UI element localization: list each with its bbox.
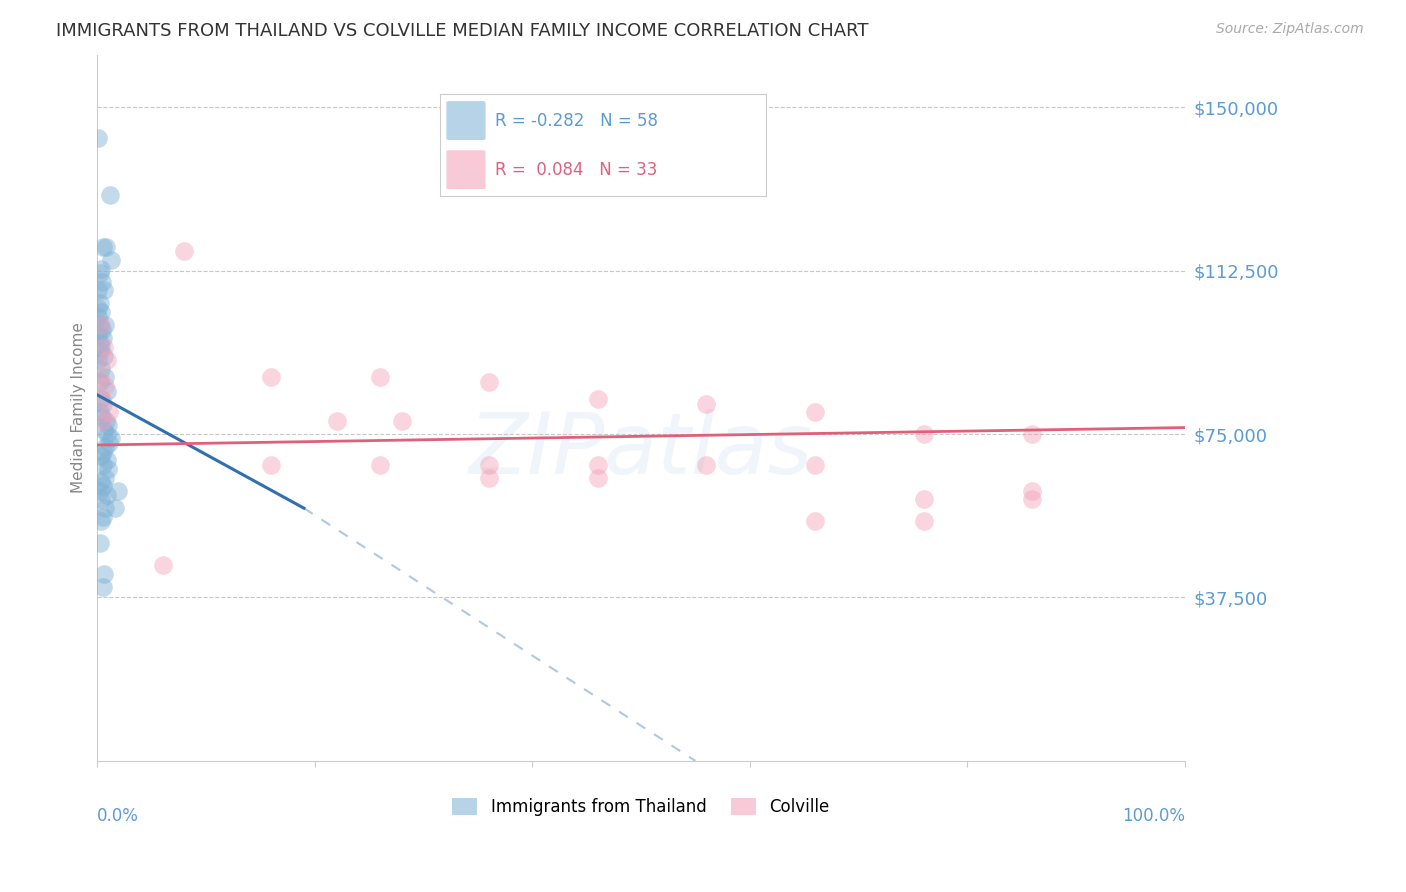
Point <box>91 331 114 345</box>
Point <box>89 344 111 359</box>
Point <box>87 131 110 145</box>
Point <box>89 483 111 498</box>
Point <box>98 405 121 419</box>
Point <box>89 536 111 550</box>
Point <box>93 423 115 437</box>
Point <box>94 240 117 254</box>
Point <box>94 414 117 428</box>
Point <box>478 375 501 389</box>
Point <box>325 414 347 428</box>
Point <box>87 310 110 324</box>
Point <box>695 458 717 472</box>
Point <box>90 261 112 276</box>
Point <box>107 483 129 498</box>
Point <box>804 458 827 472</box>
Point <box>94 440 117 454</box>
Point <box>91 397 114 411</box>
Point <box>93 349 115 363</box>
Point <box>91 444 114 458</box>
Point <box>93 340 115 354</box>
Point <box>94 471 117 485</box>
Point <box>93 566 115 581</box>
Point <box>586 392 609 407</box>
Point <box>152 558 174 572</box>
Point <box>96 427 118 442</box>
Point <box>90 475 112 489</box>
Point <box>90 318 112 333</box>
Point <box>87 326 110 341</box>
Point <box>90 305 112 319</box>
Point <box>804 514 827 528</box>
Legend: Immigrants from Thailand, Colville: Immigrants from Thailand, Colville <box>446 791 837 823</box>
Point <box>1021 492 1043 507</box>
Point <box>260 370 283 384</box>
Point <box>90 492 112 507</box>
Point <box>90 392 112 407</box>
Point <box>87 301 110 315</box>
Point <box>91 240 114 254</box>
Text: 100.0%: 100.0% <box>1122 806 1185 825</box>
Point <box>89 370 111 384</box>
Point <box>90 392 112 407</box>
Point <box>96 453 118 467</box>
Point <box>87 284 110 298</box>
Point <box>87 353 110 368</box>
Point <box>91 479 114 493</box>
Point <box>478 471 501 485</box>
Point <box>804 405 827 419</box>
Point <box>96 488 118 502</box>
Point <box>1021 427 1043 442</box>
Point <box>89 335 111 350</box>
Point <box>368 458 391 472</box>
Point <box>94 370 117 384</box>
Point <box>586 458 609 472</box>
Point <box>104 501 127 516</box>
Point <box>90 449 112 463</box>
Y-axis label: Median Family Income: Median Family Income <box>72 323 86 493</box>
Point <box>100 187 122 202</box>
Point <box>97 462 120 476</box>
Point <box>97 418 120 433</box>
Point <box>98 435 121 450</box>
Point <box>260 458 283 472</box>
Text: IMMIGRANTS FROM THAILAND VS COLVILLE MEDIAN FAMILY INCOME CORRELATION CHART: IMMIGRANTS FROM THAILAND VS COLVILLE MED… <box>56 22 869 40</box>
Point <box>91 414 114 428</box>
Point <box>96 384 118 398</box>
Point <box>368 370 391 384</box>
Point <box>90 322 112 336</box>
Point <box>94 379 117 393</box>
Point <box>100 252 122 267</box>
Point <box>912 427 935 442</box>
Point <box>89 296 111 310</box>
Point <box>100 432 122 446</box>
Point <box>391 414 413 428</box>
Point <box>586 471 609 485</box>
Text: 0.0%: 0.0% <box>97 806 139 825</box>
Point <box>89 266 111 280</box>
Point <box>89 318 111 333</box>
Point <box>90 340 112 354</box>
Point <box>89 375 111 389</box>
Point <box>91 509 114 524</box>
Point <box>90 361 112 376</box>
Point <box>94 501 117 516</box>
Point <box>94 318 117 333</box>
Point <box>96 353 118 368</box>
Text: ZIPatlas: ZIPatlas <box>468 409 813 491</box>
Point <box>173 244 195 259</box>
Point <box>90 514 112 528</box>
Point <box>912 492 935 507</box>
Point <box>1021 483 1043 498</box>
Point <box>91 580 114 594</box>
Point <box>90 275 112 289</box>
Point <box>912 514 935 528</box>
Point <box>93 284 115 298</box>
Point <box>90 409 112 424</box>
Point <box>91 458 114 472</box>
Text: Source: ZipAtlas.com: Source: ZipAtlas.com <box>1216 22 1364 37</box>
Point <box>478 458 501 472</box>
Point <box>89 405 111 419</box>
Point <box>695 397 717 411</box>
